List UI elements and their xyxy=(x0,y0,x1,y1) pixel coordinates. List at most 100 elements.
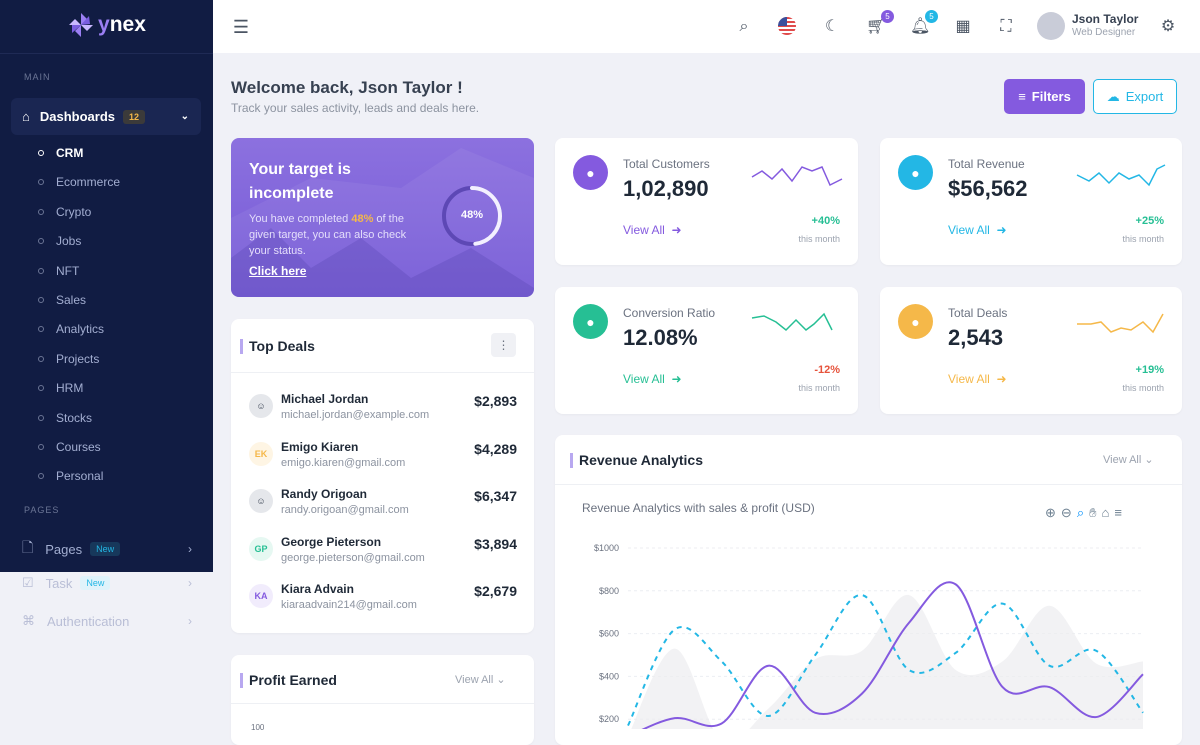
deal-amount: $2,893 xyxy=(474,393,517,409)
stat-period: this month xyxy=(798,383,840,393)
series-area xyxy=(631,595,1143,729)
sidebar-subitem-stocks[interactable]: Stocks xyxy=(38,411,92,425)
sidebar-subitem-jobs[interactable]: Jobs xyxy=(38,234,81,248)
deal-name: George Pieterson xyxy=(281,534,382,549)
y-tick-label: $1000 xyxy=(594,543,619,553)
divider xyxy=(231,703,534,704)
fullscreen-icon[interactable]: ⛶ xyxy=(1000,18,1012,35)
gear-icon[interactable]: ⚙ xyxy=(1160,18,1176,35)
chart-menu-icon[interactable]: ≡ xyxy=(1114,505,1122,520)
pan-hand-icon[interactable]: ✋︎ xyxy=(1089,505,1097,520)
zoom-in-icon[interactable]: ⊕ xyxy=(1045,505,1056,520)
stat-value: 2,543 xyxy=(948,325,1004,350)
deal-email: michael.jordan@example.com xyxy=(281,409,430,421)
logo-icon xyxy=(69,13,93,37)
stat-period: this month xyxy=(798,234,840,244)
logo[interactable]: ynex xyxy=(68,12,146,38)
filter-icon: ≡ xyxy=(1018,89,1026,104)
view-all-link[interactable]: View All ➜ xyxy=(948,372,1007,386)
sidebar-subitem-nft[interactable]: NFT xyxy=(38,264,79,278)
y-tick: 100 xyxy=(251,723,265,732)
deal-row[interactable]: ☺ Michael Jordan michael.jordan@example.… xyxy=(249,392,517,432)
section-pages: PAGES xyxy=(24,505,60,515)
deal-row[interactable]: GP George Pieterson george.pieterson@gma… xyxy=(249,535,517,575)
stat-label: Total Revenue xyxy=(948,157,1025,171)
sidebar-subitem-hrm[interactable]: HRM xyxy=(38,381,83,395)
wallet-icon: ● xyxy=(898,155,933,190)
deal-row[interactable]: EK Emigo Kiaren emigo.kiaren@gmail.com $… xyxy=(249,440,517,480)
logo-prefix: y xyxy=(98,13,110,36)
target-title: Your target is incomplete xyxy=(249,161,351,202)
click-here-link[interactable]: Click here xyxy=(249,264,307,278)
page-subtitle: Track your sales activity, leads and dea… xyxy=(231,101,480,115)
deal-amount: $3,894 xyxy=(474,535,517,552)
avatar: KA xyxy=(249,584,273,608)
menu-toggle-icon[interactable]: ☰ xyxy=(232,17,250,37)
sidebar-item-authentication[interactable]: ⌘ Authentication › xyxy=(22,613,192,629)
page-title: Welcome back, Json Taylor ! xyxy=(231,78,463,97)
deal-row[interactable]: ☺ Randy Origoan randy.origoan@gmail.com … xyxy=(249,487,517,527)
target-card: Your target is incomplete You have compl… xyxy=(231,138,534,297)
apps-grid-icon[interactable]: ▦ xyxy=(955,18,971,35)
revenue-chart: $1000 $800 $600 $400 $200 xyxy=(594,543,1144,729)
export-button[interactable]: ☁ Export xyxy=(1093,79,1177,114)
stat-period: this month xyxy=(1122,383,1164,393)
sparkline xyxy=(1077,313,1164,334)
card-title: Profit Earned xyxy=(240,673,337,688)
view-all-dropdown[interactable]: View All ⌄ xyxy=(1103,454,1154,466)
sidebar-subitem-projects[interactable]: Projects xyxy=(38,352,99,366)
y-tick-label: $800 xyxy=(599,586,619,596)
zoom-out-icon[interactable]: ⊖ xyxy=(1060,505,1072,520)
sidebar-item-dashboards[interactable]: ⌂ Dashboards 12 ⌄ xyxy=(11,98,201,135)
sidebar-item-task[interactable]: ☑ Task New › xyxy=(22,575,192,591)
sidebar-subitem-personal[interactable]: Personal xyxy=(38,469,103,483)
view-all-link[interactable]: View All ➜ xyxy=(623,223,682,237)
more-options-icon[interactable]: ⋮ xyxy=(491,333,516,357)
sparkline xyxy=(1076,164,1166,187)
card-title: Revenue Analytics xyxy=(570,453,703,468)
reset-home-icon[interactable]: ⌂ xyxy=(1101,505,1110,520)
home-icon: ⌂ xyxy=(22,109,30,124)
fingerprint-icon: ⌘ xyxy=(22,613,35,628)
sparkline xyxy=(751,312,833,332)
sidebar-subitem-ecommerce[interactable]: Ecommerce xyxy=(38,175,120,189)
user-name[interactable]: Json Taylor xyxy=(1072,12,1139,26)
sidebar-item-label: Task xyxy=(45,575,73,591)
section-main: MAIN xyxy=(24,72,51,82)
profit-earned-card: Profit Earned View All ⌄ 100 xyxy=(231,655,534,745)
sidebar-subitem-crypto[interactable]: Crypto xyxy=(38,205,91,219)
top-header: ☰ ⌕ ☾ 🛒︎ 5 🔔︎ 5 ▦ ⛶ Json Taylor Web Design… xyxy=(213,0,1200,53)
stat-card-total-deals: ● Total Deals 2,543 View All ➜ +19% this… xyxy=(880,287,1182,414)
deal-row[interactable]: KA Kiara Advain kiaraadvain214@gmail.com… xyxy=(249,582,517,622)
deal-name: Emigo Kiaren xyxy=(281,439,359,454)
sparkline xyxy=(751,166,843,187)
filters-button[interactable]: ≡ Filters xyxy=(1004,79,1085,114)
sidebar-subitem-courses[interactable]: Courses xyxy=(38,440,101,454)
sidebar-subitem-analytics[interactable]: Analytics xyxy=(38,322,104,336)
stat-value: 1,02,890 xyxy=(623,176,709,201)
export-label: Export xyxy=(1125,89,1164,104)
view-all-link[interactable]: View All ➜ xyxy=(623,372,682,386)
sidebar-subitem-sales[interactable]: Sales xyxy=(38,293,86,307)
moon-icon[interactable]: ☾ xyxy=(824,18,840,35)
stat-label: Conversion Ratio xyxy=(623,306,716,320)
divider xyxy=(555,484,1182,485)
progress-label: 48% xyxy=(460,209,484,221)
view-all-link[interactable]: View All ➜ xyxy=(948,223,1007,237)
y-tick-label: $600 xyxy=(599,629,619,639)
us-flag-icon[interactable] xyxy=(778,17,798,37)
sidebar-item-label: Authentication xyxy=(47,613,130,629)
divider xyxy=(231,372,534,373)
avatar: ☺ xyxy=(249,394,273,418)
sidebar-item-pages[interactable]: 🗋 Pages New › xyxy=(22,537,192,561)
cart-icon[interactable]: 🛒︎ 5 xyxy=(866,10,894,37)
progress-ring xyxy=(442,186,502,246)
file-icon: 🗋 xyxy=(22,539,34,555)
avatar[interactable] xyxy=(1037,12,1065,40)
selection-zoom-icon[interactable]: ⌕ xyxy=(1076,505,1085,520)
sidebar-subitem-crm[interactable]: CRM xyxy=(38,146,83,160)
view-all-dropdown[interactable]: View All ⌄ xyxy=(455,674,506,686)
stat-label: Total Deals xyxy=(948,306,1008,320)
bell-icon[interactable]: 🔔︎ 5 xyxy=(910,10,938,37)
search-icon[interactable]: ⌕ xyxy=(739,18,749,35)
